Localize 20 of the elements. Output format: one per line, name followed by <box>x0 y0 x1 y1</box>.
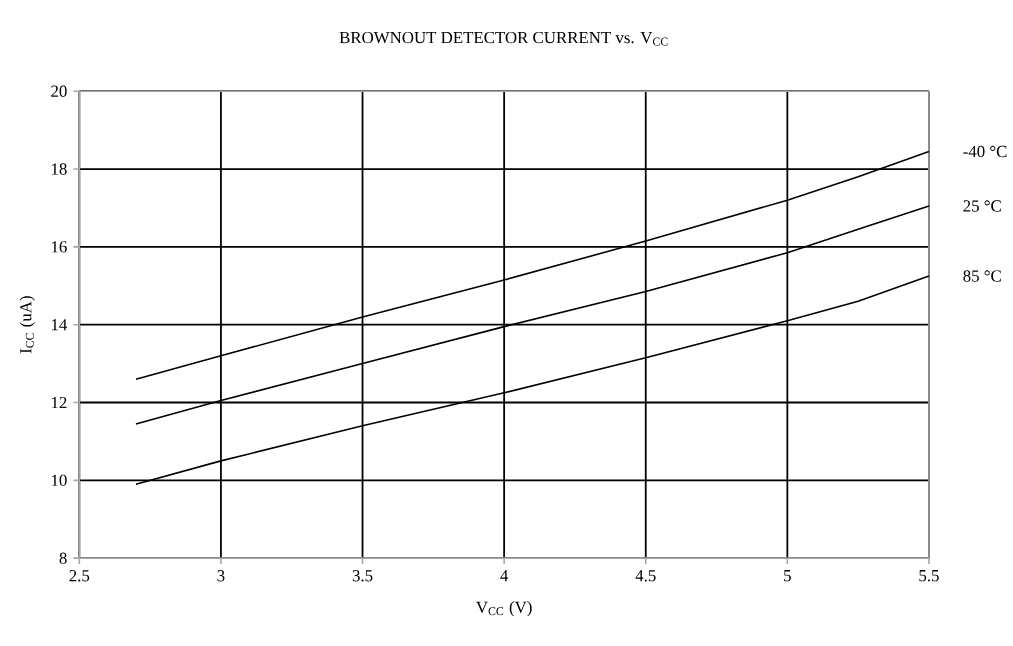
text: -40 °C <box>963 145 1007 158</box>
y-tick-label: 10 <box>51 474 67 486</box>
x-tick-label: 2.5 <box>69 569 90 582</box>
x-tick-label: 5 <box>784 569 791 582</box>
y-tick-label: 14 <box>51 318 68 331</box>
y-tick-label: 8 <box>59 552 67 564</box>
x-axis-title: V$_{CC}$ (V) <box>476 600 532 617</box>
text: 85 °C <box>963 270 1001 282</box>
y-tick-label: 20 <box>51 85 67 97</box>
y-axis-title: I$_{CC}$ (uA) <box>19 296 35 354</box>
x-tick-label: 4.5 <box>635 569 656 582</box>
x-tick-label: 3.5 <box>352 569 373 582</box>
text: 25 °C <box>963 200 1001 212</box>
y-tick-label: 16 <box>51 241 67 253</box>
x-tick-label: 4 <box>500 569 509 582</box>
y-tick-label: 18 <box>51 163 67 175</box>
x-tick-label: 5.5 <box>919 569 939 582</box>
y-tick-label: 12 <box>51 396 67 408</box>
chart-title: BROWNOUT DETECTOR CURRENT vs. V$_{CC}$ <box>339 31 668 46</box>
x-tick-label: 3 <box>217 569 225 582</box>
